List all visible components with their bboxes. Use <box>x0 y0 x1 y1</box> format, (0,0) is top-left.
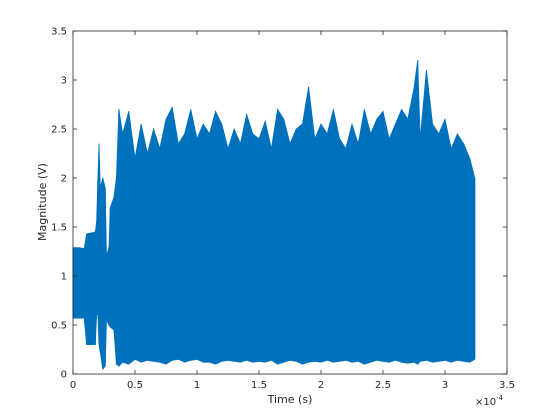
y-tick-label: 1 <box>61 272 67 283</box>
y-axis-ticks: 0 0.5 1 1.5 2 2.5 3 3.5 <box>51 27 507 381</box>
x-tick-label: 1.5 <box>251 380 267 391</box>
y-tick-label: 1.5 <box>51 223 67 234</box>
x-tick-label: 3.5 <box>499 380 515 391</box>
x-tick-label: 3 <box>442 380 448 391</box>
x-exponent-label: ×10-4 <box>475 394 504 408</box>
x-exponent-base: ×10 <box>475 397 496 408</box>
x-tick-label: 2 <box>318 380 324 391</box>
x-axis-ticks: 0 0.5 1 1.5 2 2.5 3 3.5 <box>70 31 515 391</box>
y-tick-label: 3.5 <box>51 27 67 38</box>
y-tick-label: 0 <box>61 370 67 381</box>
x-axis-label: Time (s) <box>267 393 313 406</box>
y-tick-label: 2.5 <box>51 125 67 136</box>
y-tick-label: 0.5 <box>51 321 67 332</box>
series-layer <box>72 60 476 371</box>
x-exponent-power: -4 <box>496 394 504 402</box>
x-tick-label: 0 <box>70 380 76 391</box>
x-tick-label: 1 <box>194 380 200 391</box>
x-tick-label: 2.5 <box>375 380 391 391</box>
y-axis-label: Magnitude (V) <box>36 163 49 241</box>
y-tick-label: 2 <box>61 174 67 185</box>
plot-frame <box>72 30 508 375</box>
x-tick-label: 0.5 <box>127 380 143 391</box>
y-tick-label: 3 <box>61 76 67 87</box>
